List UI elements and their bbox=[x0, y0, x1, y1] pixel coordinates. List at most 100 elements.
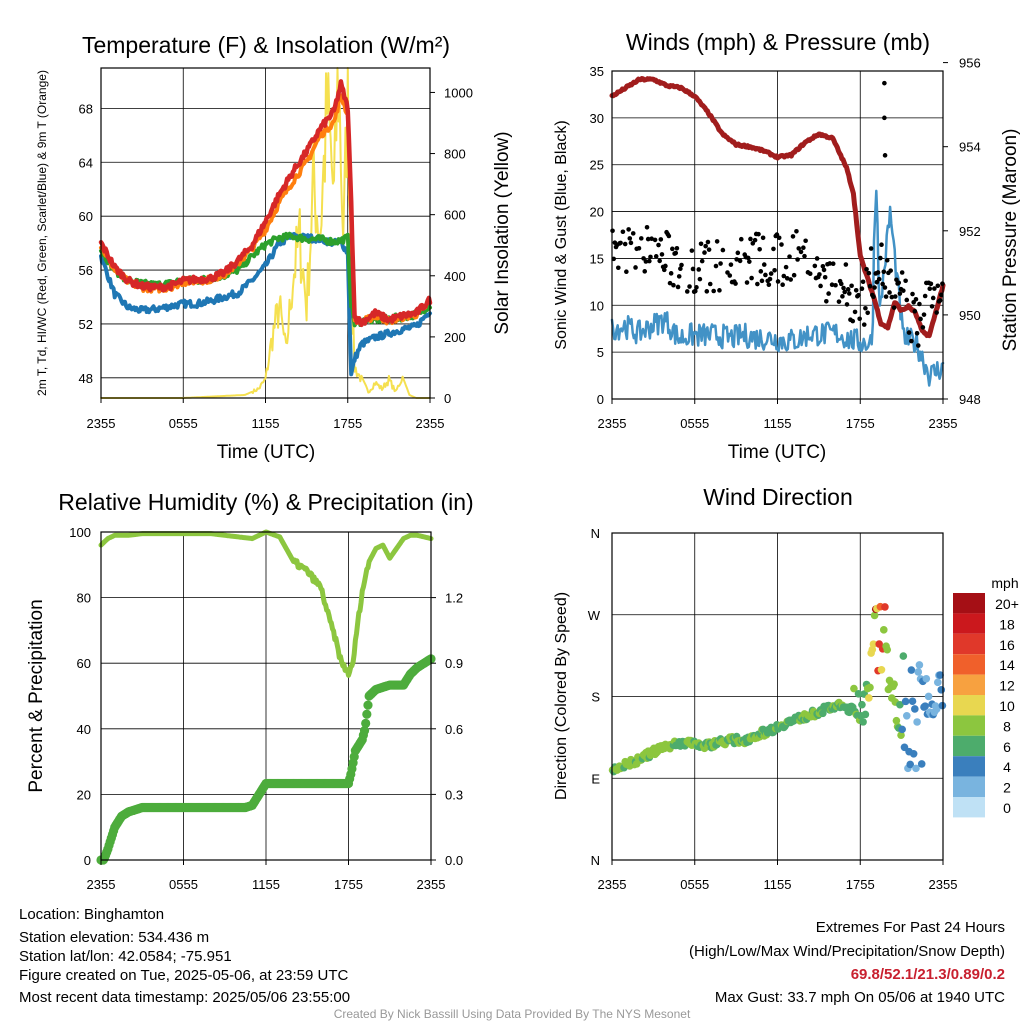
gust-point bbox=[670, 246, 675, 252]
gust-point bbox=[830, 261, 836, 267]
gust-point bbox=[744, 280, 750, 285]
gust-point bbox=[714, 239, 720, 244]
x-tick-label: 1755 bbox=[333, 416, 362, 431]
gust-point bbox=[671, 282, 676, 288]
gust-point bbox=[856, 292, 861, 298]
gust-point bbox=[914, 330, 920, 336]
wind-direction-point bbox=[858, 700, 866, 709]
gust-point bbox=[627, 236, 633, 241]
legend-label: 16 bbox=[999, 637, 1015, 653]
y2-tick-label: 800 bbox=[444, 147, 466, 162]
gust-point bbox=[840, 294, 845, 299]
gust-point bbox=[738, 236, 744, 242]
x-tick-label: 2355 bbox=[929, 877, 958, 892]
gust-point bbox=[702, 250, 707, 255]
temperature-panel: Temperature (F) & Insolation (W/m²) 48 52… bbox=[35, 32, 513, 463]
temperature-chart-title: Temperature (F) & Insolation (W/m²) bbox=[82, 32, 450, 58]
gust-point bbox=[817, 272, 822, 277]
legend-label: 20+ bbox=[995, 596, 1019, 612]
humidity-y-axis-label: Percent & Precipitation bbox=[26, 599, 47, 792]
wind-direction-point bbox=[922, 674, 931, 683]
x-tick-label: 0555 bbox=[680, 416, 709, 431]
y2-tick-label: 1.2 bbox=[445, 591, 463, 606]
extremes-title: Extremes For Past 24 Hours bbox=[815, 919, 1005, 936]
gust-point bbox=[750, 241, 756, 246]
y-tick-label: N bbox=[591, 853, 600, 868]
gust-point bbox=[917, 301, 922, 307]
legend-label: 4 bbox=[1003, 759, 1011, 775]
wind-direction-point bbox=[937, 686, 946, 694]
gust-point bbox=[881, 269, 887, 275]
x-tick-label: 2355 bbox=[416, 416, 445, 431]
legend-label: 0 bbox=[1003, 800, 1011, 816]
gust-point bbox=[759, 278, 765, 284]
gust-point bbox=[693, 288, 698, 294]
gust-point bbox=[863, 305, 868, 311]
gust-point bbox=[812, 263, 818, 269]
winds-chart-title: Winds (mph) & Pressure (mb) bbox=[626, 29, 930, 55]
wind-direction-point bbox=[921, 702, 929, 710]
wind-direction-point bbox=[934, 678, 942, 687]
gust-point bbox=[675, 284, 681, 290]
gust-point bbox=[696, 267, 702, 272]
gust-point bbox=[930, 295, 936, 301]
gust-point bbox=[802, 253, 807, 259]
extremes-values: 69.8/52.1/21.3/0.89/0.2 bbox=[850, 966, 1005, 983]
gust-point bbox=[842, 289, 848, 295]
gust-point bbox=[748, 236, 753, 242]
y-tick-label: 15 bbox=[590, 251, 604, 266]
gust-point bbox=[727, 273, 733, 278]
gust-point bbox=[638, 236, 644, 241]
wind-direction-point bbox=[861, 710, 870, 719]
wind-direction-point bbox=[892, 716, 901, 725]
wind-direction-point bbox=[909, 750, 918, 758]
gust-point bbox=[735, 250, 741, 256]
wind-direction-point bbox=[866, 683, 874, 692]
gust-point bbox=[648, 254, 653, 260]
y2-tick-label: 954 bbox=[959, 140, 981, 155]
gust-point bbox=[689, 248, 695, 253]
gust-point bbox=[822, 274, 828, 280]
wind-direction-point bbox=[907, 666, 916, 674]
legend-swatch bbox=[953, 613, 985, 634]
x-tick-label: 2355 bbox=[87, 877, 116, 892]
gust-point bbox=[699, 258, 705, 264]
gust-point bbox=[678, 266, 683, 272]
gust-point bbox=[903, 278, 908, 284]
wind-direction-point bbox=[883, 645, 892, 654]
wind-direction-point bbox=[896, 700, 904, 709]
gust-point bbox=[767, 276, 773, 282]
gust-point bbox=[934, 310, 939, 315]
temperature-x-axis-label: Time (UTC) bbox=[217, 442, 316, 463]
wind-direction-point bbox=[901, 697, 910, 706]
max-gust-text: Max Gust: 33.7 mph On 05/06 at 1940 UTC bbox=[714, 989, 1005, 1006]
y-tick-label: 80 bbox=[77, 591, 91, 606]
y2-tick-label: 400 bbox=[444, 269, 466, 284]
gust-point bbox=[794, 229, 799, 234]
gust-point bbox=[883, 294, 889, 299]
gust-point bbox=[653, 254, 659, 259]
legend-swatch bbox=[953, 633, 985, 655]
gust-point bbox=[737, 258, 743, 264]
y2-tick-label: 0.3 bbox=[445, 787, 463, 802]
gust-point bbox=[645, 236, 651, 242]
x-tick-label: 1155 bbox=[764, 877, 792, 892]
humidity-chart-title: Relative Humidity (%) & Precipitation (i… bbox=[58, 489, 473, 515]
gust-point bbox=[755, 281, 760, 287]
gust-point bbox=[847, 291, 852, 296]
gust-point bbox=[882, 115, 887, 121]
precipitation-point bbox=[359, 726, 370, 736]
gust-point bbox=[892, 294, 898, 299]
y-tick-label: 56 bbox=[79, 263, 93, 278]
gust-point bbox=[674, 245, 680, 251]
gust-point bbox=[706, 247, 712, 252]
legend-label: 10 bbox=[999, 698, 1015, 714]
gust-point bbox=[687, 284, 692, 289]
y-tick-label: 20 bbox=[590, 205, 604, 220]
wind-direction-point bbox=[854, 689, 863, 698]
gust-point bbox=[624, 269, 629, 275]
gust-point bbox=[852, 309, 858, 315]
y-tick-label: 68 bbox=[79, 101, 93, 116]
gust-point bbox=[853, 287, 859, 293]
gust-point bbox=[899, 270, 905, 275]
